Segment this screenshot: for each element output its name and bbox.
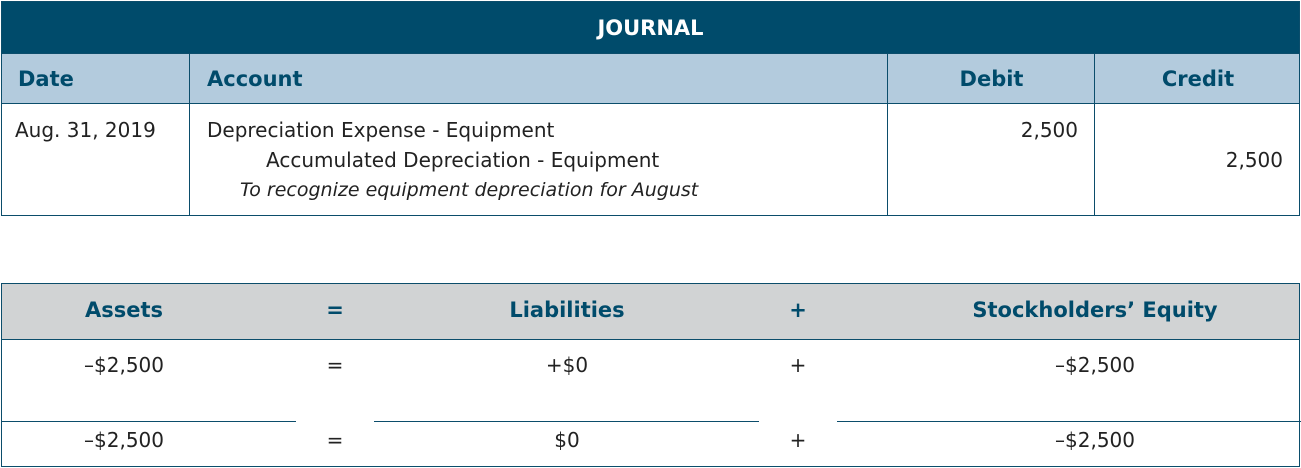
equity-total: –$2,500 bbox=[1055, 428, 1135, 452]
header-equals: = bbox=[326, 298, 344, 322]
header-plus: + bbox=[789, 298, 807, 322]
header-liabilities: Liabilities bbox=[509, 298, 625, 322]
total-line bbox=[374, 421, 759, 422]
liabilities-total: $0 bbox=[554, 428, 580, 452]
debit-account: Depreciation Expense - Equipment bbox=[207, 118, 555, 142]
equity-change: –$2,500 bbox=[1055, 353, 1135, 377]
header-date: Date bbox=[18, 66, 74, 91]
equals-sign: = bbox=[326, 353, 344, 377]
total-line bbox=[2, 421, 296, 422]
header-equity: Stockholders’ Equity bbox=[972, 298, 1218, 322]
journal-table: JOURNAL Date Account Debit Credit Aug. 3… bbox=[1, 1, 1300, 216]
divider bbox=[189, 53, 190, 215]
equals-sign: = bbox=[326, 428, 344, 452]
assets-change: –$2,500 bbox=[84, 353, 164, 377]
credit-account: Accumulated Depreciation - Equipment bbox=[266, 148, 660, 172]
divider bbox=[887, 53, 888, 215]
header-account: Account bbox=[207, 66, 303, 91]
header-assets: Assets bbox=[84, 298, 164, 322]
accounting-equation-table: Assets = Liabilities + Stockholders’ Equ… bbox=[1, 283, 1301, 467]
liabilities-change: +$0 bbox=[545, 353, 589, 377]
debit-amount: 2,500 bbox=[1020, 118, 1078, 142]
entry-date: Aug. 31, 2019 bbox=[15, 118, 156, 142]
header-debit: Debit bbox=[959, 66, 1024, 91]
entry-memo: To recognize equipment depreciation for … bbox=[240, 179, 699, 201]
assets-total: –$2,500 bbox=[84, 428, 164, 452]
header-credit: Credit bbox=[1161, 66, 1235, 91]
total-line bbox=[837, 421, 1301, 422]
journal-title: JOURNAL bbox=[2, 2, 1299, 53]
plus-sign: + bbox=[789, 428, 807, 452]
credit-amount: 2,500 bbox=[1225, 148, 1283, 172]
divider bbox=[1094, 53, 1095, 215]
equation-header-row: Assets = Liabilities + Stockholders’ Equ… bbox=[2, 284, 1299, 340]
journal-header-row: Date Account Debit Credit bbox=[2, 53, 1299, 104]
plus-sign: + bbox=[789, 353, 807, 377]
